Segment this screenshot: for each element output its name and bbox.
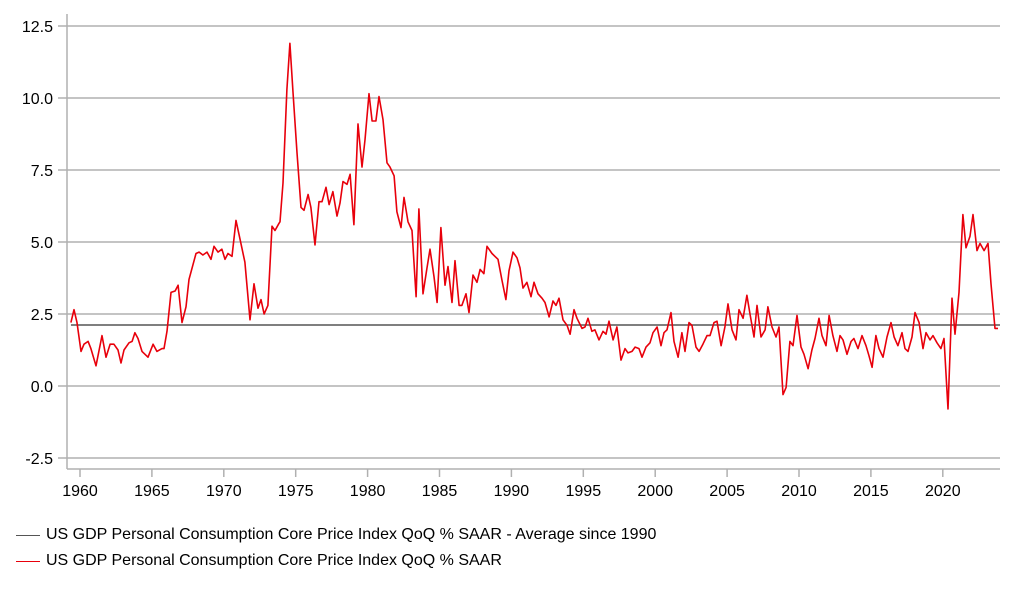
core-pce-line: [70, 42, 998, 410]
y-tick-labels: 12.5 10.0 7.5 5.0 2.5 0.0 -2.5: [22, 19, 53, 468]
y-tick-label: 5.0: [31, 235, 53, 252]
x-tick-label: 1985: [422, 483, 458, 500]
legend-label-core-pce: US GDP Personal Consumption Core Price I…: [46, 552, 502, 569]
x-tick-label: 1990: [494, 483, 530, 500]
x-tick-labels: 1960 1965 1970 1975 1980 1985 1990 1995 2000 2005…: [62, 469, 961, 500]
y-tick-label: 10.0: [22, 91, 53, 108]
y-tick-label: 2.5: [31, 307, 53, 324]
y-tick-label: 7.5: [31, 163, 53, 180]
x-tick-label: 1970: [206, 483, 242, 500]
y-tick-label: -2.5: [25, 451, 53, 468]
series: [70, 42, 1000, 410]
x-tick-label: 2015: [853, 483, 889, 500]
legend-item-average: US GDP Personal Consumption Core Price I…: [16, 522, 656, 548]
x-tick-label: 1995: [566, 483, 602, 500]
x-tick-label: 2020: [925, 483, 961, 500]
legend: US GDP Personal Consumption Core Price I…: [16, 522, 656, 574]
x-tick-label: 1975: [278, 483, 314, 500]
y-tick-label: 0.0: [31, 379, 53, 396]
legend-label-average: US GDP Personal Consumption Core Price I…: [46, 526, 657, 543]
x-tick-label: 1980: [350, 483, 386, 500]
x-tick-label: 2000: [637, 483, 673, 500]
axes: [66, 14, 1000, 470]
legend-swatch-core-pce: [16, 561, 40, 562]
x-tick-label: 1965: [134, 483, 170, 500]
legend-item-core-pce: US GDP Personal Consumption Core Price I…: [16, 548, 656, 574]
y-tick-label: 12.5: [22, 19, 53, 36]
x-tick-label: 2010: [781, 483, 817, 500]
x-tick-label: 2005: [709, 483, 745, 500]
gridlines: [58, 25, 1000, 459]
x-tick-label: 1960: [62, 483, 98, 500]
legend-swatch-average: [16, 535, 40, 536]
